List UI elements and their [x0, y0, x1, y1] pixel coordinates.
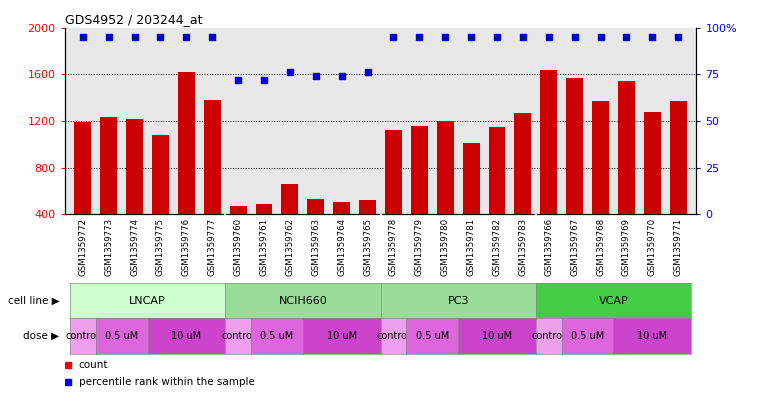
Bar: [256, 204, 272, 261]
Text: GSM1359767: GSM1359767: [570, 218, 579, 276]
Bar: [385, 130, 402, 261]
Text: GSM1359761: GSM1359761: [260, 218, 269, 276]
Text: 0.5 uM: 0.5 uM: [260, 331, 294, 341]
Text: GSM1359760: GSM1359760: [234, 218, 243, 276]
Bar: [463, 143, 479, 261]
Text: GSM1359781: GSM1359781: [466, 218, 476, 276]
Text: control: control: [532, 331, 565, 341]
Bar: [152, 135, 169, 261]
Text: GSM1359772: GSM1359772: [78, 218, 88, 276]
Point: [361, 69, 374, 75]
Bar: [514, 113, 531, 261]
Bar: [411, 126, 428, 261]
Point: [154, 34, 167, 40]
Text: GSM1359780: GSM1359780: [441, 218, 450, 276]
Text: 10 uM: 10 uM: [637, 331, 667, 341]
Text: GSM1359777: GSM1359777: [208, 218, 217, 276]
Bar: [307, 199, 324, 261]
Bar: [618, 81, 635, 261]
Point: [206, 34, 218, 40]
Bar: [592, 101, 609, 261]
Text: 0.5 uM: 0.5 uM: [571, 331, 604, 341]
Text: percentile rank within the sample: percentile rank within the sample: [78, 377, 254, 387]
Text: GSM1359770: GSM1359770: [648, 218, 657, 276]
Bar: [359, 200, 376, 261]
Text: GSM1359763: GSM1359763: [311, 218, 320, 276]
Bar: [75, 122, 91, 261]
Point: [594, 34, 607, 40]
Text: 10 uM: 10 uM: [326, 331, 357, 341]
Text: cell line ▶: cell line ▶: [8, 296, 59, 306]
Text: GSM1359762: GSM1359762: [285, 218, 295, 276]
Bar: [126, 119, 143, 261]
Bar: [204, 100, 221, 261]
Text: PC3: PC3: [447, 296, 469, 306]
Text: GSM1359778: GSM1359778: [389, 218, 398, 276]
Bar: [566, 78, 583, 261]
Point: [180, 34, 193, 40]
Point: [646, 34, 658, 40]
Text: GSM1359783: GSM1359783: [518, 218, 527, 276]
Text: control: control: [221, 331, 255, 341]
Point: [439, 34, 451, 40]
Text: GSM1359779: GSM1359779: [415, 218, 424, 275]
Text: GSM1359768: GSM1359768: [596, 218, 605, 276]
Text: GSM1359776: GSM1359776: [182, 218, 191, 276]
Point: [491, 34, 503, 40]
Point: [413, 34, 425, 40]
Text: 10 uM: 10 uM: [171, 331, 202, 341]
Text: GSM1359782: GSM1359782: [492, 218, 501, 276]
Text: 0.5 uM: 0.5 uM: [416, 331, 449, 341]
Text: GSM1359764: GSM1359764: [337, 218, 346, 276]
Point: [543, 34, 555, 40]
Bar: [540, 70, 557, 261]
Point: [258, 77, 270, 83]
Bar: [282, 184, 298, 261]
Text: VCAP: VCAP: [599, 296, 629, 306]
Point: [129, 34, 141, 40]
Point: [517, 34, 529, 40]
Bar: [670, 101, 686, 261]
Point: [103, 34, 115, 40]
Point: [232, 77, 244, 83]
Text: control: control: [66, 331, 100, 341]
Text: GSM1359773: GSM1359773: [104, 218, 113, 276]
Text: LNCAP: LNCAP: [129, 296, 166, 306]
Bar: [100, 118, 117, 261]
Bar: [333, 202, 350, 261]
Point: [284, 69, 296, 75]
Bar: [489, 127, 505, 261]
Text: NCIH660: NCIH660: [279, 296, 327, 306]
Bar: [437, 121, 454, 261]
Point: [336, 73, 348, 79]
Text: 0.5 uM: 0.5 uM: [105, 331, 139, 341]
Text: GSM1359769: GSM1359769: [622, 218, 631, 275]
Text: dose ▶: dose ▶: [24, 331, 59, 341]
Point: [465, 34, 477, 40]
Point: [620, 34, 632, 40]
Bar: [644, 112, 661, 261]
Text: 10 uM: 10 uM: [482, 331, 512, 341]
Point: [568, 34, 581, 40]
Text: GSM1359766: GSM1359766: [544, 218, 553, 276]
Text: GSM1359775: GSM1359775: [156, 218, 165, 276]
Text: GSM1359771: GSM1359771: [673, 218, 683, 276]
Bar: [178, 72, 195, 261]
Text: GSM1359765: GSM1359765: [363, 218, 372, 276]
Text: count: count: [78, 360, 108, 370]
Point: [77, 34, 89, 40]
Point: [310, 73, 322, 79]
Point: [672, 34, 684, 40]
Text: control: control: [377, 331, 410, 341]
Bar: [230, 206, 247, 261]
Text: GDS4952 / 203244_at: GDS4952 / 203244_at: [65, 13, 202, 26]
Point: [387, 34, 400, 40]
Text: GSM1359774: GSM1359774: [130, 218, 139, 276]
